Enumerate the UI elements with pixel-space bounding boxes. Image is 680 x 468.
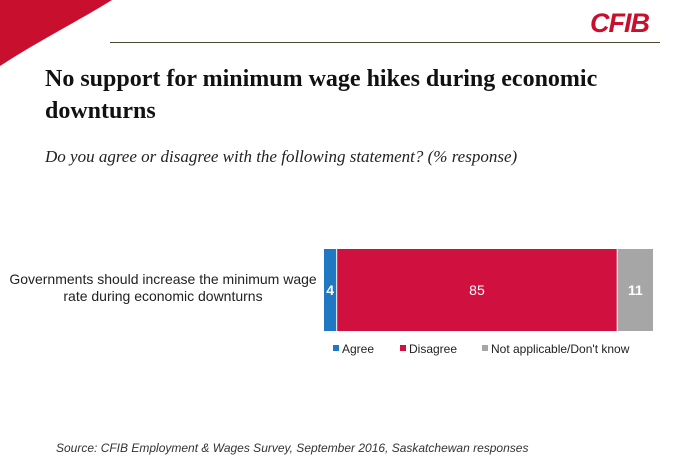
data-label-disagree: 85 [469, 282, 485, 298]
page-subtitle: Do you agree or disagree with the follow… [45, 147, 518, 166]
bar-segment-not-applicable-don-t-know [617, 249, 653, 331]
page-title: No support for minimum wage hikes during… [45, 66, 598, 124]
bar-segment-agree [324, 249, 337, 331]
category-label: Governments should increase the minimum … [9, 271, 317, 304]
legend-swatch-not-applicable-don-t-know [482, 345, 488, 351]
legend-label-agree: Agree [342, 342, 374, 356]
source-note: Source: CFIB Employment & Wages Survey, … [56, 441, 529, 455]
legend-label-not-applicable-don-t-know: Not applicable/Don't know [491, 342, 630, 356]
header-divider [110, 42, 660, 43]
legend-swatch-agree [333, 345, 339, 351]
legend-label-disagree: Disagree [409, 342, 457, 356]
data-label-not-applicable-don-t-know: 11 [628, 282, 643, 298]
corner-swoosh-decoration [0, 0, 112, 66]
cfib-logo: CFIB [590, 8, 650, 38]
legend-swatch-disagree [400, 345, 406, 351]
data-label-agree: 4 [326, 282, 334, 298]
bar-segment-disagree [337, 249, 617, 331]
